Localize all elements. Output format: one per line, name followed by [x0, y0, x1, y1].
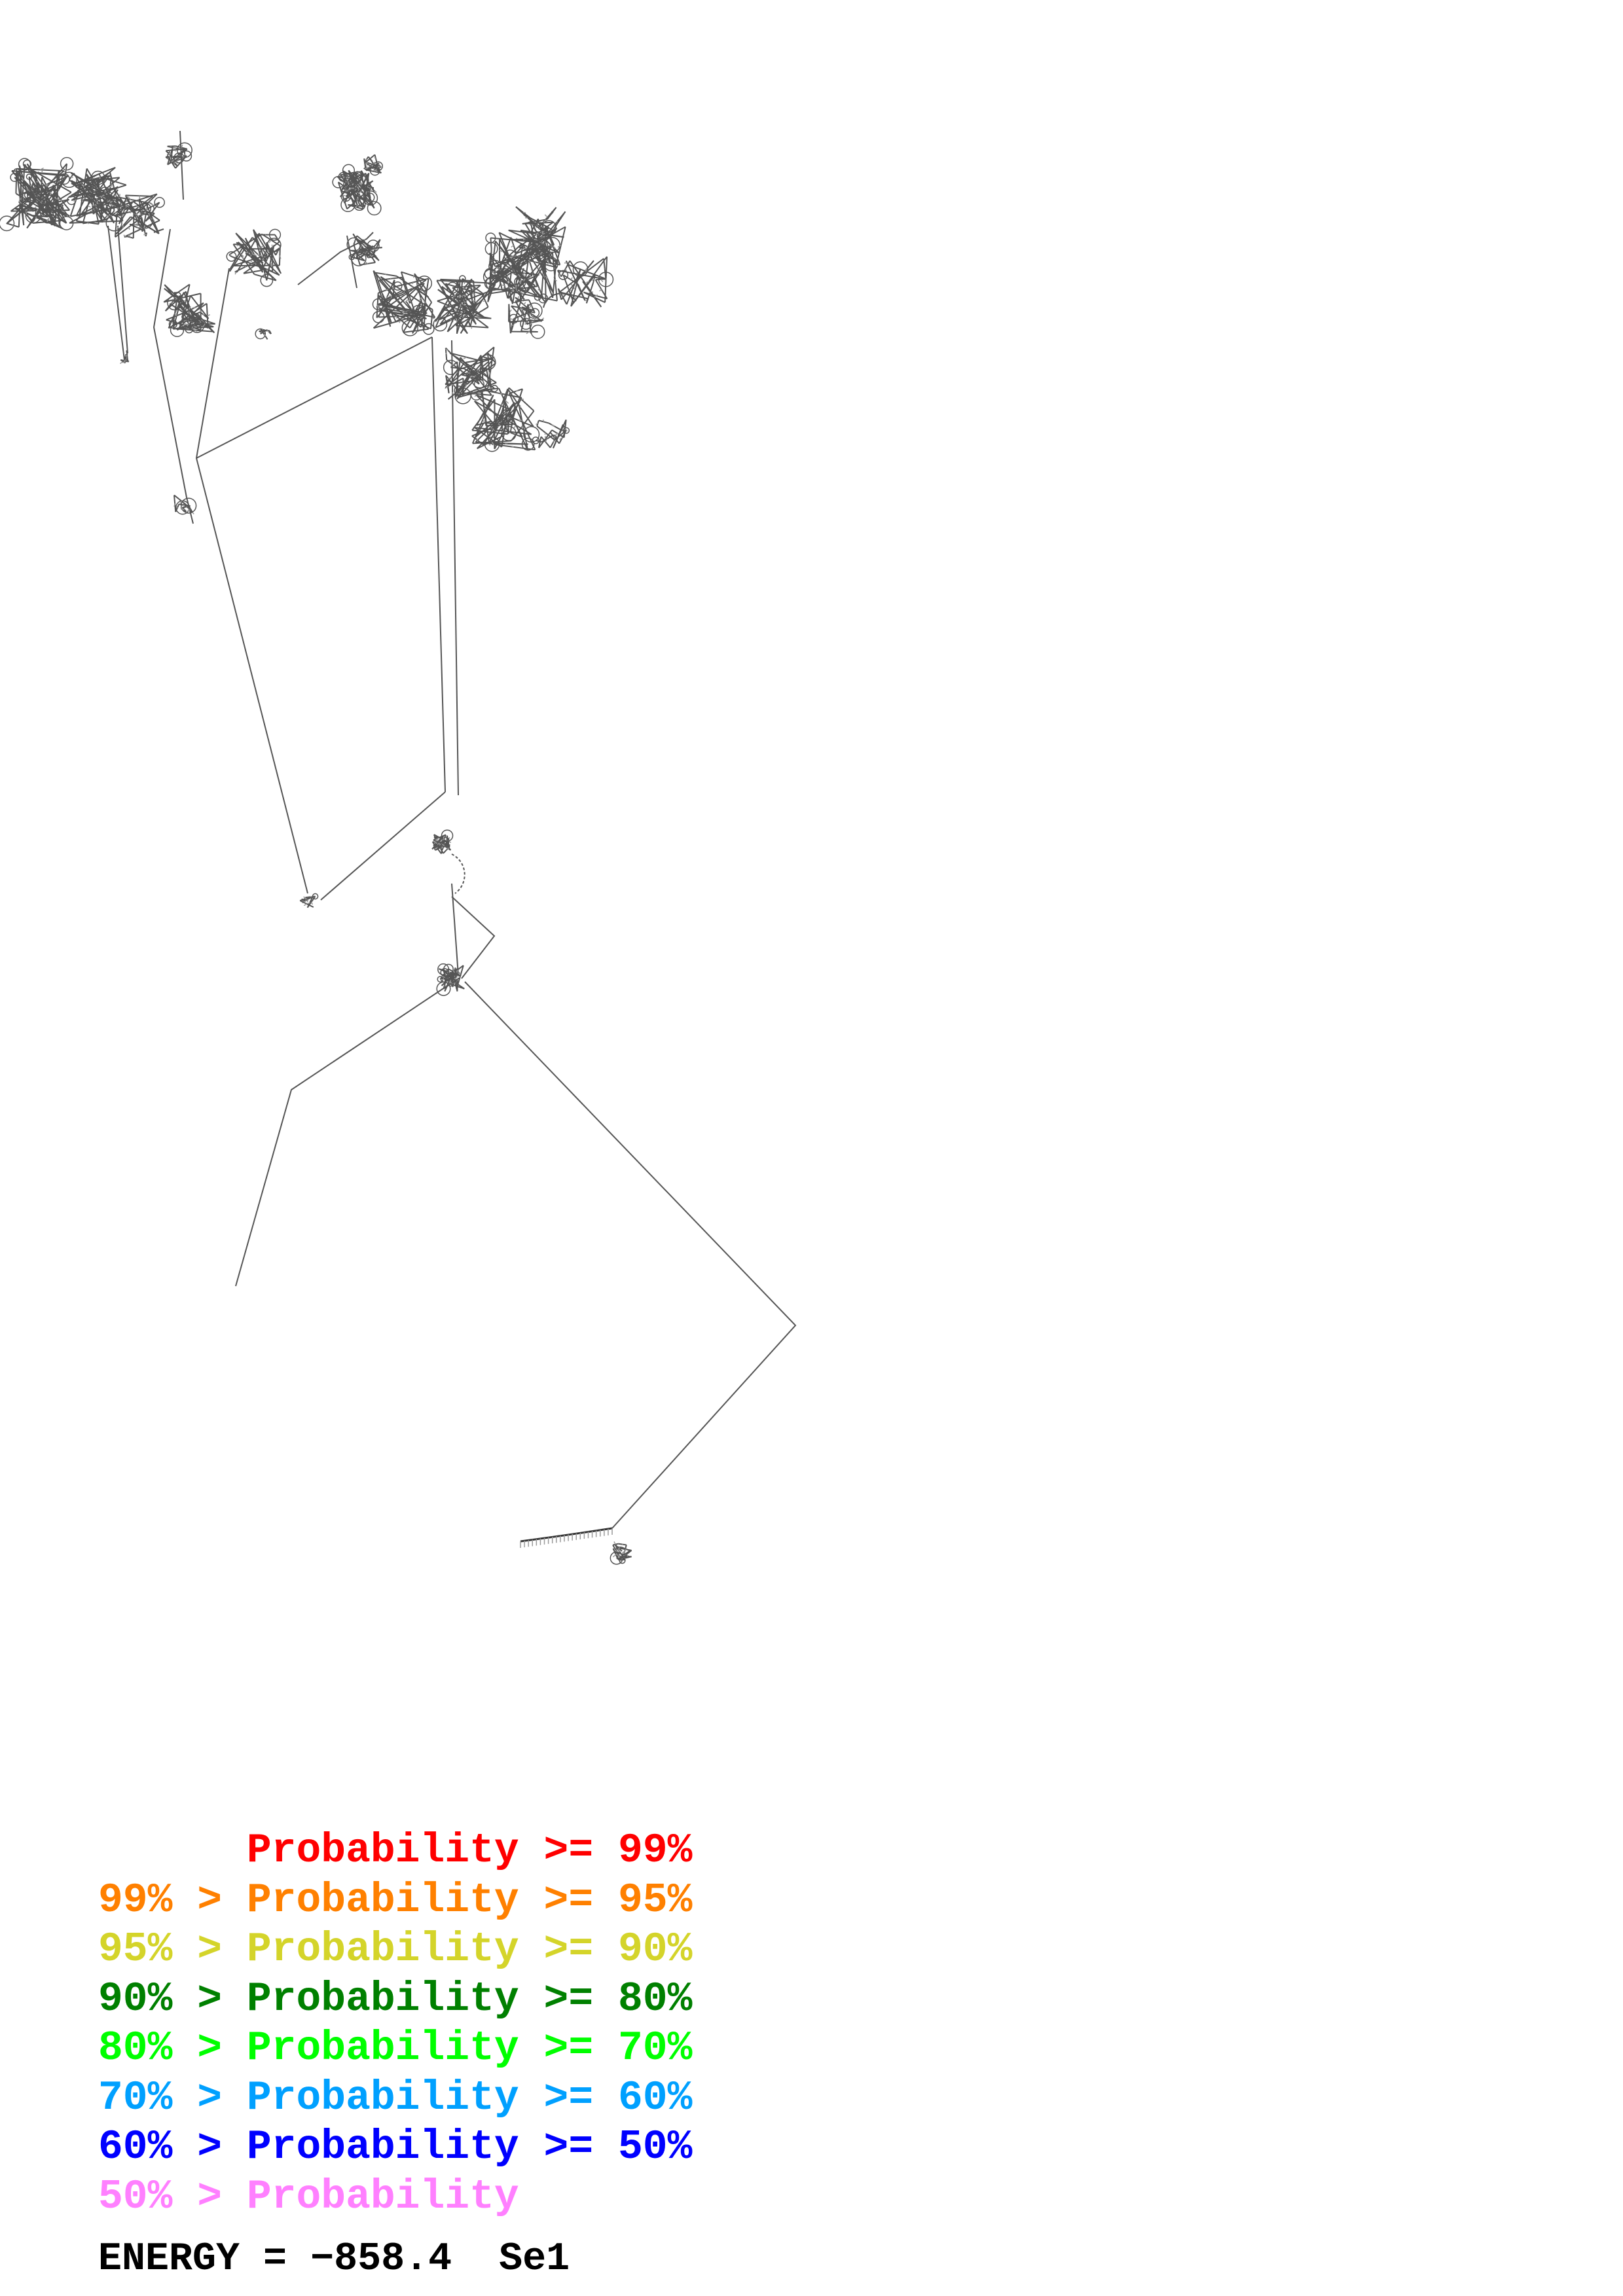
- strand: [431, 336, 446, 793]
- rna-helix-clusters: [0, 142, 632, 1565]
- strand: [451, 340, 459, 796]
- helix-cluster: [114, 193, 165, 239]
- helix-cluster: [508, 206, 566, 272]
- strand: [196, 336, 433, 459]
- strand: [153, 228, 194, 524]
- legend-upper-bound: 95%: [98, 1926, 173, 1973]
- strand: [451, 896, 496, 979]
- legend-row: 60% > Probability >= 50%: [98, 2124, 693, 2170]
- legend-label: Probability: [246, 2124, 519, 2170]
- legend-lower-bound: 70%: [617, 2025, 693, 2072]
- rna-structure-diagram: [0, 130, 797, 1565]
- helix-cluster: [346, 233, 382, 266]
- legend-upper-bound: 99%: [98, 1876, 173, 1924]
- legend-lower-bound: 95%: [617, 1876, 693, 1924]
- rna-backbone: [107, 130, 797, 1529]
- legend-row: 50% > Probability: [98, 2173, 519, 2220]
- helix-cluster: [436, 963, 465, 996]
- legend-upper-bound: 50%: [98, 2173, 173, 2220]
- helix-cluster: [610, 1541, 632, 1565]
- helix-cluster: [363, 154, 384, 176]
- legend-row: 99% > Probability >= 95%: [98, 1876, 693, 1924]
- helix-cluster: [556, 256, 614, 308]
- legend-label: Probability: [246, 1827, 519, 1874]
- legend-upper-bound: 80%: [98, 2025, 173, 2072]
- helix-cluster: [299, 893, 319, 908]
- legend-lower-bound: 60%: [617, 2074, 693, 2121]
- helix-cluster: [163, 283, 215, 337]
- terminal-strand: [520, 1527, 613, 1548]
- strand: [117, 225, 128, 354]
- helix-cluster: [532, 419, 570, 449]
- strand: [451, 883, 459, 976]
- legend-row: 70% > Probability >= 60%: [98, 2074, 693, 2121]
- legend-upper-bound: 70%: [98, 2074, 173, 2121]
- helix-cluster: [120, 350, 130, 365]
- helix-cluster: [255, 328, 272, 340]
- legend-label: Probability: [246, 2074, 519, 2121]
- helix-cluster: [508, 291, 545, 339]
- legend-label: Probability: [246, 2025, 519, 2072]
- sequence-name: Se1: [499, 2237, 570, 2282]
- helix-cluster: [0, 156, 74, 232]
- energy-value: −858.4: [310, 2237, 452, 2282]
- strand: [235, 984, 449, 1287]
- legend-lower-bound: 90%: [617, 1926, 693, 1973]
- strand: [464, 981, 797, 1529]
- energy-footer: ENERGY = −858.4 Se1: [98, 2237, 570, 2282]
- legend-row: 80% > Probability >= 70%: [98, 2025, 693, 2072]
- legend-row: Probability >= 99%: [246, 1827, 693, 1874]
- strand: [107, 225, 125, 361]
- helix-cluster: [61, 166, 132, 232]
- legend-lower-bound: 99%: [617, 1827, 693, 1874]
- legend-label: Probability: [246, 1975, 519, 2022]
- legend-lower-bound: 80%: [617, 1975, 693, 2022]
- helix-cluster: [431, 829, 454, 854]
- energy-label: ENERGY =: [98, 2237, 287, 2282]
- strand: [320, 791, 446, 901]
- helix-cluster: [165, 142, 192, 169]
- legend-lower-bound: 50%: [617, 2124, 693, 2170]
- legend-label: Probability: [246, 1876, 519, 1924]
- helix-cluster: [173, 494, 197, 515]
- probability-legend: Probability >= 99% 99% > Probability >= 9…: [98, 1826, 692, 2221]
- helix-cluster: [433, 275, 501, 334]
- legend-label: Probability: [246, 2173, 519, 2220]
- helix-cluster: [443, 346, 498, 404]
- legend-upper-bound: 60%: [98, 2124, 173, 2170]
- loop-arc: [451, 853, 465, 894]
- legend-row: 95% > Probability >= 90%: [98, 1926, 693, 1973]
- strand: [179, 130, 184, 200]
- helix-cluster: [372, 270, 436, 336]
- legend-row: 90% > Probability >= 80%: [98, 1975, 693, 2022]
- helix-cluster: [332, 164, 382, 216]
- legend-label: Probability: [246, 1926, 519, 1973]
- helix-cluster: [226, 228, 282, 287]
- strand: [195, 268, 308, 894]
- helix-cluster: [470, 387, 540, 452]
- legend-upper-bound: 90%: [98, 1975, 173, 2022]
